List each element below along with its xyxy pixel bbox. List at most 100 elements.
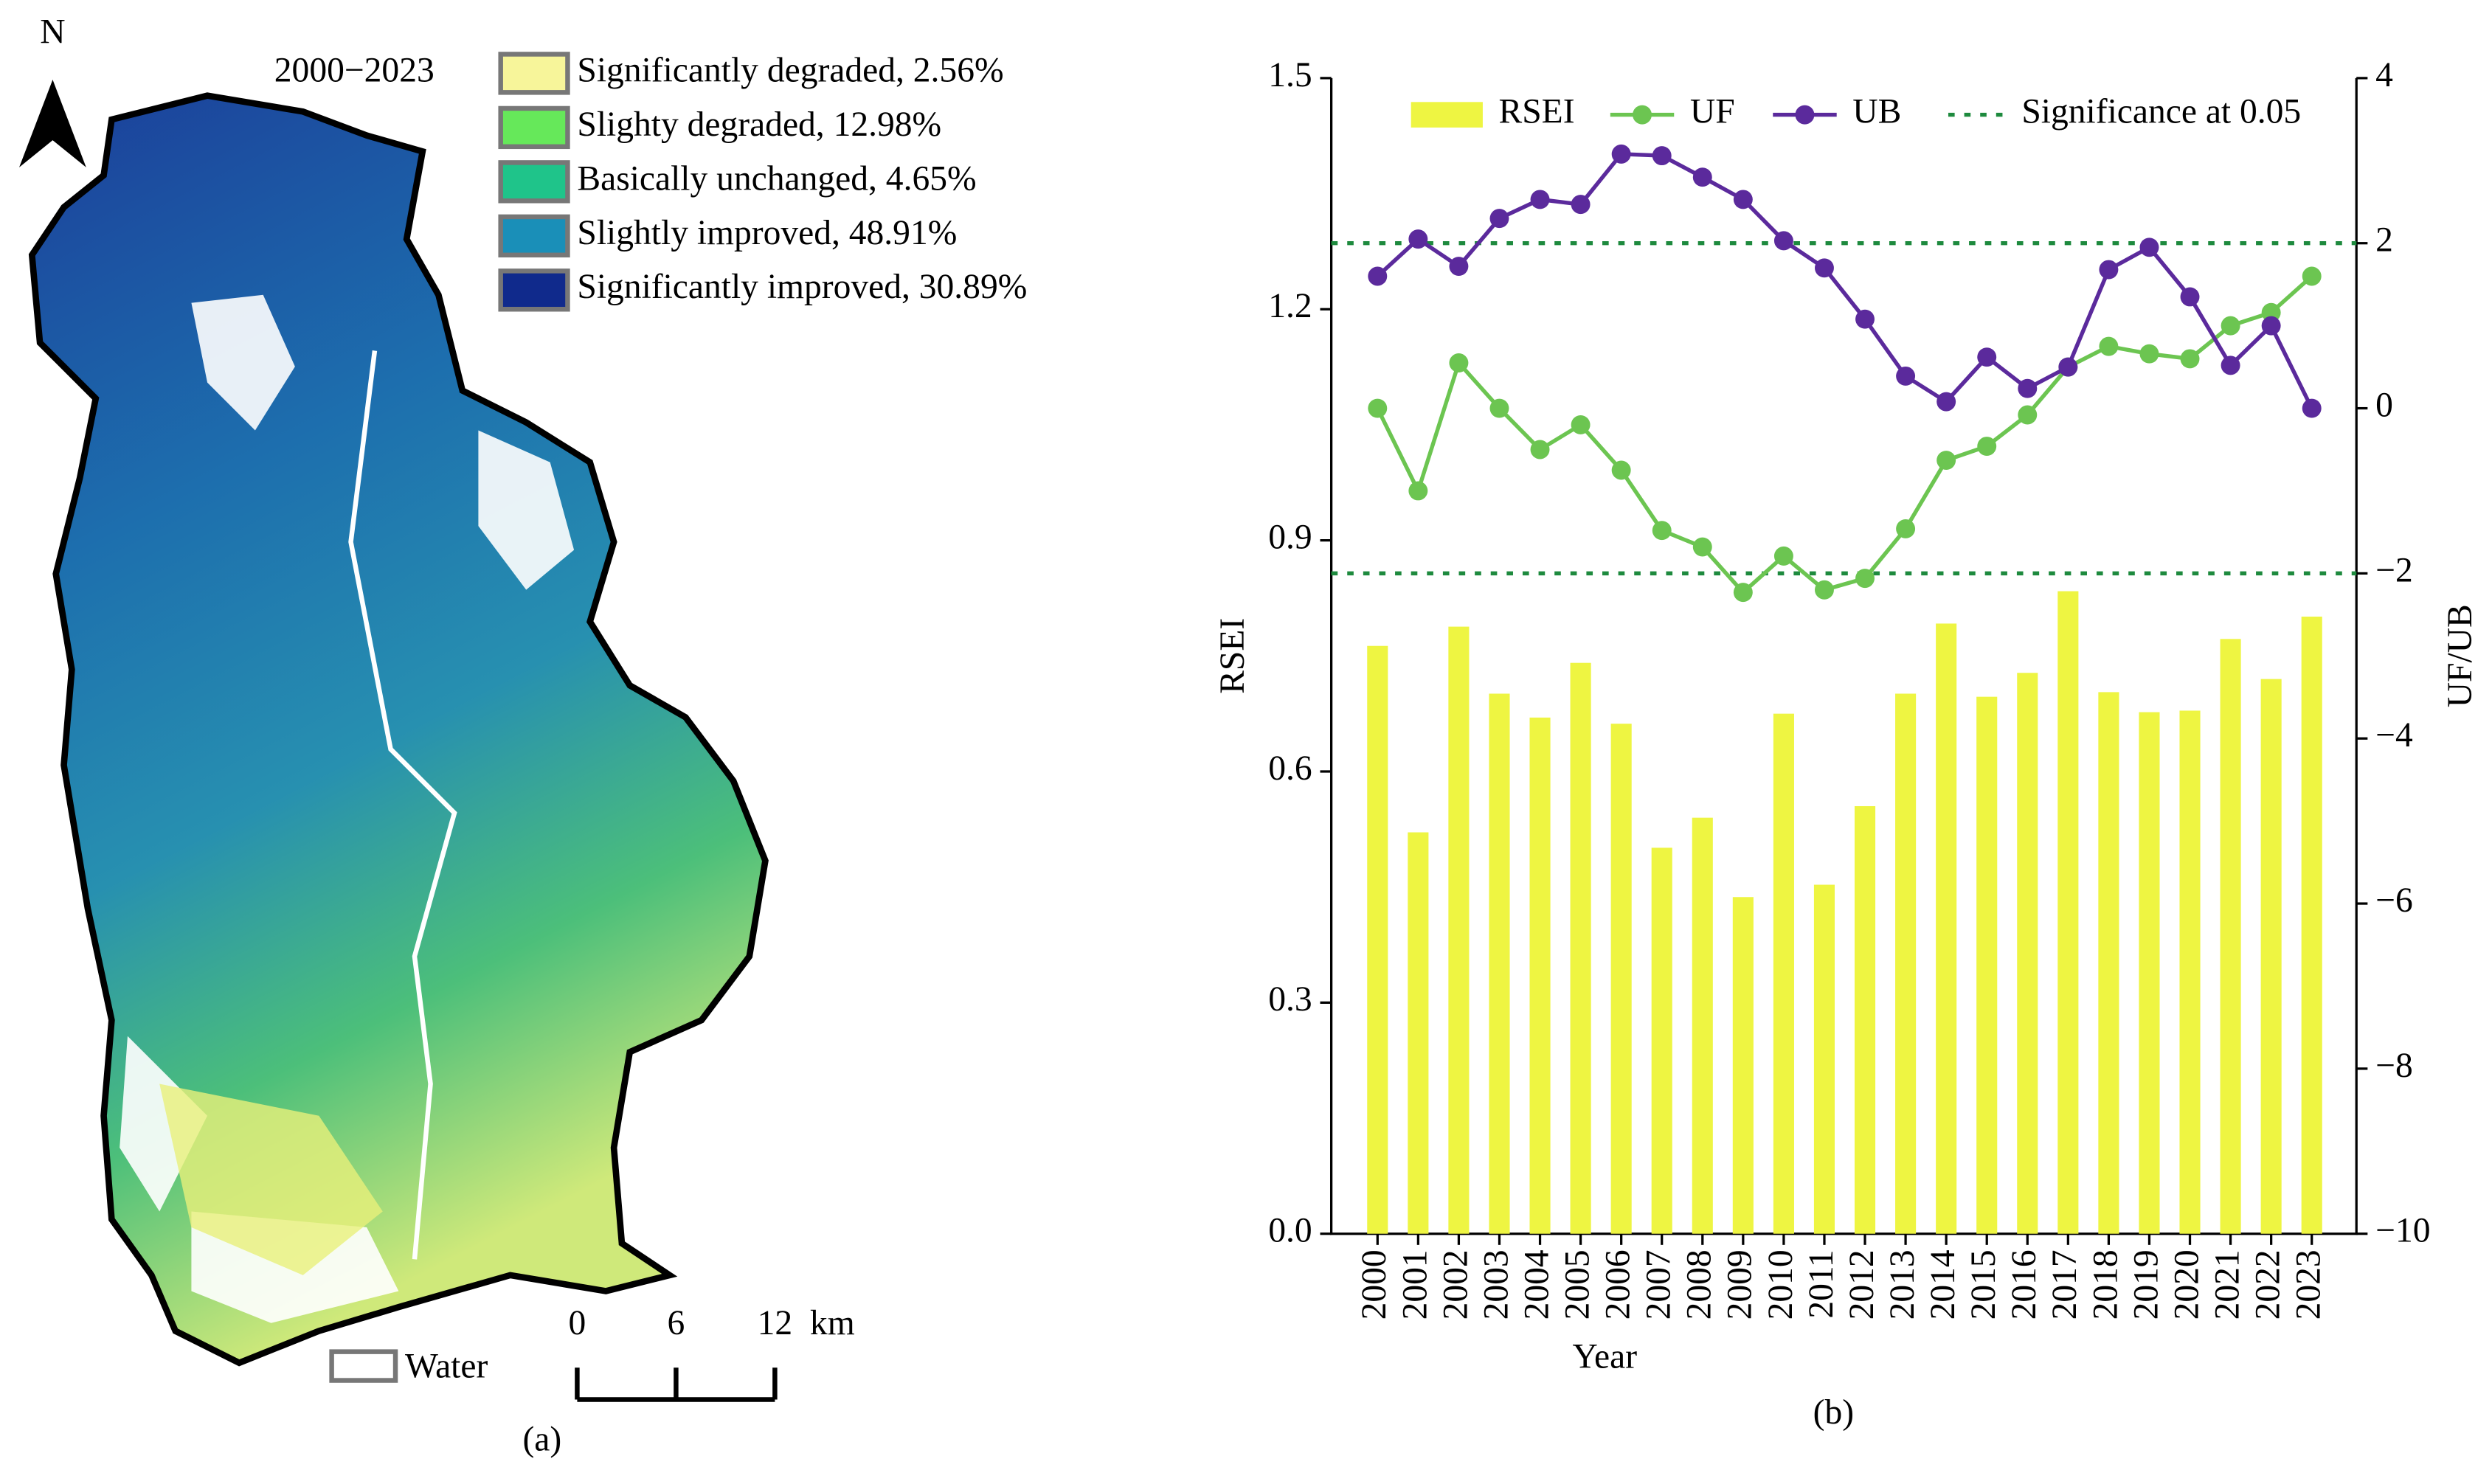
x-tick-label: 2007: [1640, 1249, 1678, 1320]
bar: [2017, 673, 2038, 1234]
marker: [2139, 237, 2159, 257]
marker: [1773, 231, 1793, 251]
bar: [1489, 693, 1510, 1234]
x-tick-label: 2018: [2086, 1249, 2125, 1320]
scale-unit: km: [810, 1304, 855, 1342]
legend-label: Basically unchanged, 4.65%: [577, 159, 976, 198]
marker: [2099, 336, 2119, 356]
x-tick-label: 2005: [1559, 1249, 1597, 1320]
x-axis-label: Year: [1572, 1337, 1637, 1376]
y-axis-label: RSEI: [1214, 618, 1252, 694]
x-tick-label: 2008: [1681, 1249, 1719, 1320]
marker: [1692, 167, 1712, 187]
legend-label: Slightly improved, 48.91%: [577, 214, 957, 252]
x-tick-label: 2000: [1355, 1249, 1394, 1320]
panel-label: (b): [1813, 1393, 1854, 1432]
bar: [2139, 712, 2160, 1234]
bar: [2220, 639, 2241, 1234]
legend-label: Significance at 0.05: [2021, 93, 2301, 131]
x-tick-label: 2017: [2046, 1249, 2084, 1320]
scale-label: 0: [569, 1304, 586, 1342]
bar: [1610, 724, 1632, 1234]
marker: [1937, 392, 1956, 412]
marker: [1652, 521, 1672, 541]
map-legend: Significantly degraded, 2.56% Slighty deg…: [498, 51, 1027, 312]
x-tick-label: 2015: [1965, 1249, 2003, 1320]
water-label: Water: [405, 1347, 488, 1385]
marker: [1408, 481, 1428, 501]
bar: [1570, 662, 1591, 1234]
marker: [1408, 229, 1428, 249]
bar: [2098, 692, 2119, 1234]
y-tick-label: 0.9: [1268, 519, 1312, 557]
marker: [2058, 357, 2078, 377]
bar: [2260, 679, 2282, 1234]
y2-tick-label: −6: [2375, 881, 2413, 920]
north-label: N: [40, 13, 65, 51]
x-tick-label: 2020: [2167, 1249, 2206, 1320]
bar: [1854, 805, 1876, 1234]
marker: [1368, 398, 1388, 418]
bar: [1448, 626, 1470, 1234]
scale-bar: 0 6 12 km: [569, 1304, 855, 1402]
scale-label: 6: [668, 1304, 685, 1342]
marker: [1733, 190, 1753, 209]
marker: [2302, 266, 2322, 286]
y-tick-label: 0.6: [1268, 749, 1312, 788]
line: [1376, 152, 2314, 409]
y2-tick-label: 0: [2375, 386, 2393, 424]
panel-label: (a): [522, 1421, 561, 1459]
y-tick-label: 0.0: [1268, 1212, 1312, 1250]
legend-label: UB: [1852, 93, 1901, 131]
bar: [1732, 897, 1754, 1234]
x-tick-label: 2004: [1517, 1249, 1556, 1320]
bar: [1976, 696, 1998, 1234]
x-tick-label: 2002: [1436, 1249, 1475, 1320]
axis-spines: [1329, 77, 2358, 1235]
marker: [1652, 146, 1672, 166]
marker: [2221, 356, 2240, 375]
x-tick-label: 2014: [1924, 1249, 1962, 1320]
legend-label: RSEI: [1499, 93, 1575, 131]
line: [1375, 274, 2313, 595]
y-tick-label: 1.5: [1268, 56, 1312, 94]
marker: [1815, 580, 1834, 600]
legend-label: Significantly improved, 30.89%: [577, 268, 1027, 306]
chart-panel: 0.0 0.3 0.6 0.9 1.2 1.5 −10 −8 −6 −4 −2 0 2 4 2000 2001…: [1214, 56, 2479, 1432]
legend-swatch: [1411, 102, 1483, 128]
marker: [2180, 349, 2200, 369]
x-tick-label: 2021: [2208, 1249, 2246, 1320]
y-tick-label: 0.3: [1268, 980, 1312, 1019]
x-tick-label: 2013: [1883, 1249, 1922, 1320]
bar: [1773, 713, 1794, 1234]
marker: [1855, 569, 1875, 589]
marker: [2018, 405, 2038, 425]
map-degraded: [159, 1083, 383, 1275]
x-tick-label: 2009: [1721, 1249, 1759, 1320]
marker: [1368, 266, 1388, 286]
x-tick-label: 2003: [1477, 1249, 1515, 1320]
x-tick-label: 2012: [1843, 1249, 1881, 1320]
marker: [1571, 195, 1591, 215]
x-tick-label: 2016: [2005, 1249, 2043, 1320]
bar: [2057, 591, 2079, 1234]
marker: [1530, 190, 1550, 209]
map-panel: N 2000−2023 Significantly degraded, 2.56…: [19, 13, 1027, 1459]
legend-swatch: [498, 160, 570, 204]
bar: [1408, 832, 1429, 1234]
x-tick-label: 2011: [1802, 1249, 1841, 1318]
bar: [1529, 717, 1551, 1234]
legend-label: UF: [1690, 93, 1735, 131]
marker: [2180, 287, 2200, 307]
marker: [1855, 309, 1875, 329]
legend-marker: [1795, 105, 1815, 125]
marker: [1815, 258, 1834, 278]
marker: [1489, 209, 1509, 229]
y2-tick-label: −2: [2375, 551, 2413, 589]
y2-tick-label: −10: [2375, 1212, 2430, 1250]
bar: [1651, 847, 1672, 1234]
marker: [1896, 366, 1916, 386]
legend-label: Significantly degraded, 2.56%: [577, 51, 1003, 89]
marker: [1611, 144, 1631, 164]
